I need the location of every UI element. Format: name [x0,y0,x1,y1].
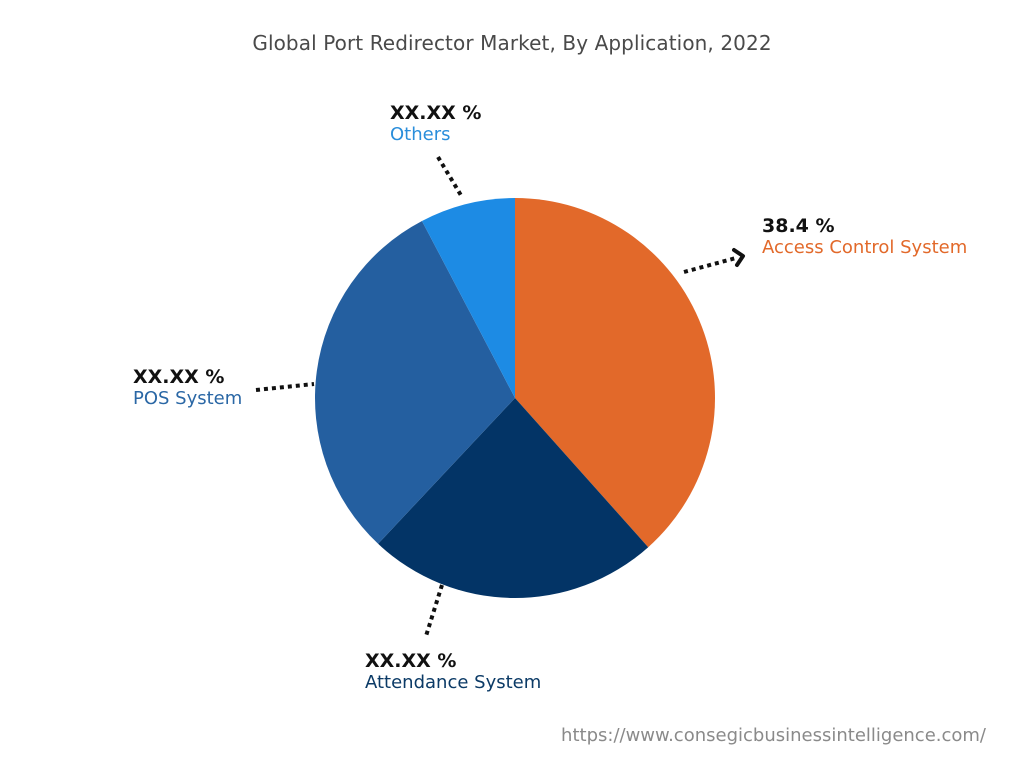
callout-pos: XX.XX % POS System [133,366,243,410]
leader-line-access-control [683,256,737,274]
others-percent: XX.XX % [390,102,482,124]
callout-access-control: 38.4 % Access Control System [762,215,968,259]
pie-slice-access-control-system [515,198,716,548]
leader-line-pos [255,382,315,392]
attendance-percent: XX.XX % [365,650,457,672]
chart-title: Global Port Redirector Market, By Applic… [252,31,772,55]
leader-line-others [436,155,464,199]
others-label: Others [390,123,451,145]
pie-slice-pos-system [315,220,515,544]
pos-label: POS System [133,387,243,409]
callout-lines [255,155,737,637]
pos-percent: XX.XX % [133,366,225,388]
pie-slice-others [421,198,515,398]
arrow-head-icon [732,248,745,267]
access-control-label: Access Control System [762,236,968,258]
attendance-label: Attendance System [365,671,542,693]
pie-slice-attendance-system [378,398,649,598]
pie-slices [315,198,716,598]
callout-others: XX.XX % Others [390,102,482,146]
callout-attendance: XX.XX % Attendance System [365,650,542,694]
source-url[interactable]: https://www.consegicbusinessintelligence… [561,725,986,746]
leader-line-attendance [424,584,444,637]
access-control-percent: 38.4 % [762,215,835,237]
